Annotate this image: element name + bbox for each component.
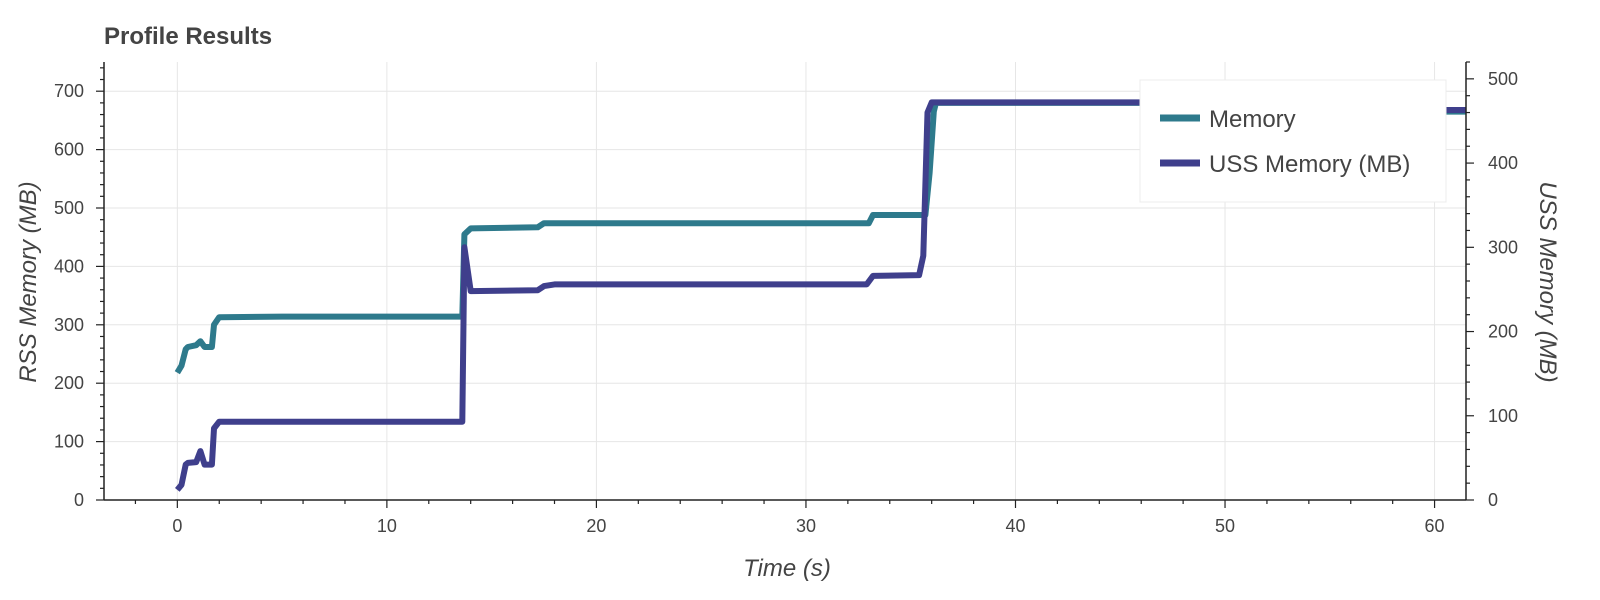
y2-tick-label: 400 xyxy=(1488,153,1518,173)
y2-tick-label: 500 xyxy=(1488,69,1518,89)
chart-title: Profile Results xyxy=(104,23,272,50)
y2-tick-label: 300 xyxy=(1488,237,1518,257)
plot-area xyxy=(174,99,1466,492)
x-axis-label: Time (s) xyxy=(743,555,831,582)
x-tick-label: 10 xyxy=(377,516,397,536)
y-tick-label: 300 xyxy=(54,315,84,335)
x-tick-label: 0 xyxy=(172,516,182,536)
y-tick-label: 400 xyxy=(54,256,84,276)
series-line-uss-memory xyxy=(174,99,1466,492)
legend-label-uss-memory: USS Memory (MB) xyxy=(1209,151,1410,178)
y-tick-label: 0 xyxy=(74,490,84,510)
legend-box xyxy=(1139,79,1447,203)
y-tick-label: 200 xyxy=(54,373,84,393)
y-tick-label: 600 xyxy=(54,140,84,160)
y2-tick-label: 0 xyxy=(1488,490,1498,510)
y-axis-label: RSS Memory (MB) xyxy=(15,181,42,382)
y2-axis-label: USS Memory (MB) xyxy=(1534,181,1561,382)
axes: 0 10 20 30 40 50 60010020030040050060070001002… xyxy=(54,61,1518,536)
x-tick-label: 50 xyxy=(1215,516,1235,536)
legend-label-memory: Memory xyxy=(1209,106,1296,133)
x-tick-label: 30 xyxy=(796,516,816,536)
x-tick-label: 60 xyxy=(1425,516,1445,536)
x-tick-label: 20 xyxy=(586,516,606,536)
y-tick-label: 700 xyxy=(54,81,84,101)
y-tick-label: 500 xyxy=(54,198,84,218)
y-tick-label: 100 xyxy=(54,432,84,452)
x-tick-label: 40 xyxy=(1005,516,1025,536)
y2-tick-label: 100 xyxy=(1488,406,1518,426)
y2-tick-label: 200 xyxy=(1488,322,1518,342)
legend: Memory USS Memory (MB) xyxy=(1139,79,1447,203)
